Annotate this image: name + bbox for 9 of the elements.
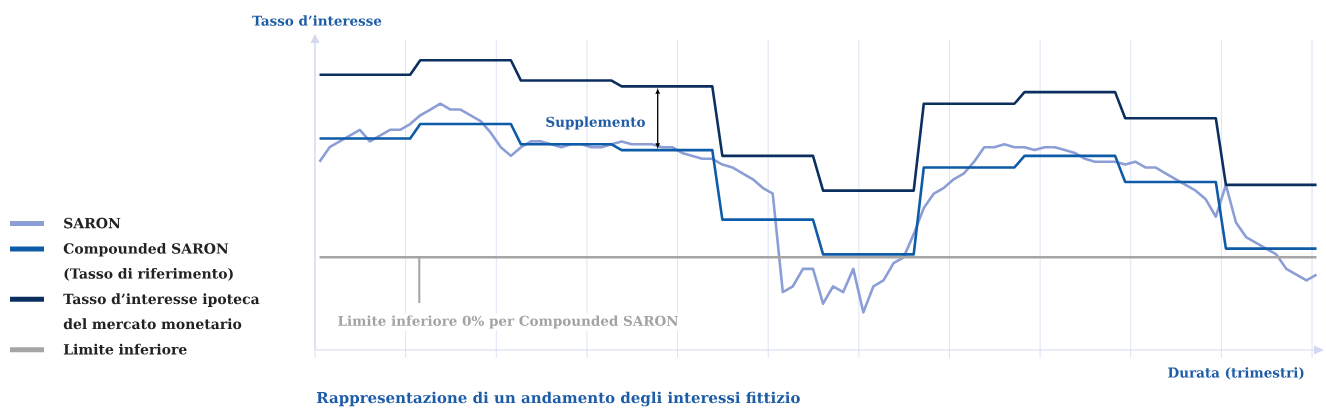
y-axis-title: Tasso d’interesse — [252, 15, 382, 26]
text: Rappresentazione di un andamento degli interessi fittizio — [316, 391, 800, 407]
legend-label: Limite inferiore — [63, 343, 187, 355]
legend-label: Compounded SARON (Tasso di riferimento) — [63, 242, 233, 281]
annotation: Limite inferiore 0% per Compounded SARON — [338, 315, 679, 329]
x-axis-title: Durata (trimestri) — [1168, 367, 1304, 380]
legend-label: SARON — [64, 217, 121, 229]
legend-label: Tasso d’interesse ipoteca del mercato monetario — [63, 293, 260, 330]
annotation: Supplemento — [546, 116, 645, 130]
